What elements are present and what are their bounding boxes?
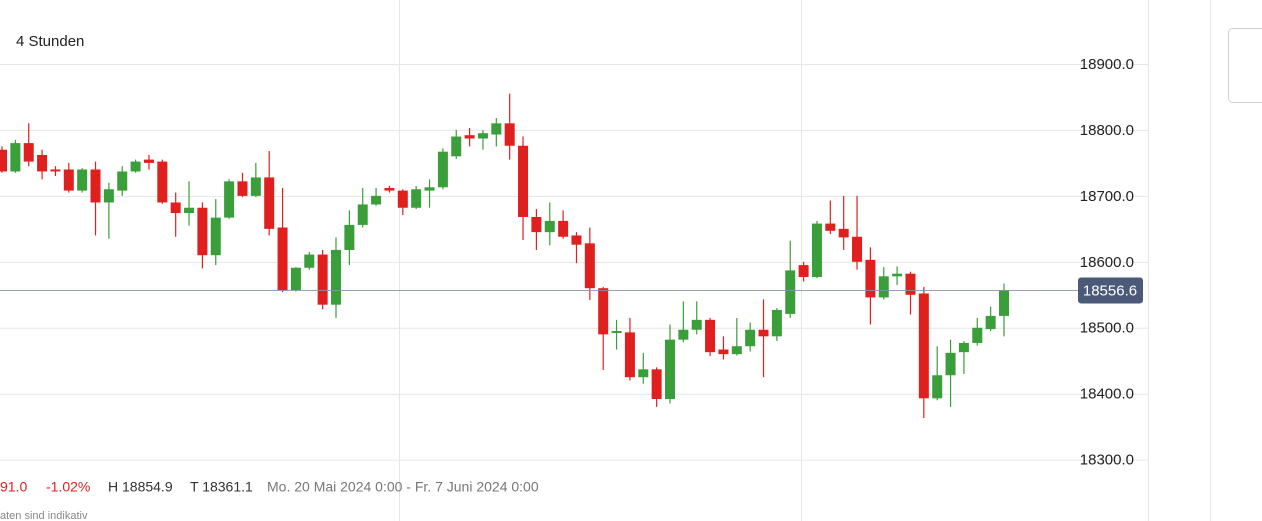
- candle-body: [250, 177, 261, 196]
- candle-body: [491, 123, 502, 135]
- candle-body: [892, 273, 903, 277]
- candle-body: [798, 265, 809, 277]
- candle-body: [624, 332, 635, 378]
- candle-body: [477, 133, 488, 139]
- candle-body: [518, 145, 529, 217]
- candle-body: [531, 216, 542, 233]
- candle-body: [371, 195, 382, 205]
- candle-body: [237, 181, 248, 196]
- candle-body: [571, 235, 582, 245]
- y-tick-label: 18900.0: [1080, 56, 1134, 73]
- candle-body: [958, 342, 969, 353]
- candle-body: [143, 159, 154, 163]
- candle-body: [878, 276, 889, 298]
- candle-body: [598, 288, 609, 335]
- candle-body: [905, 273, 916, 295]
- candle-body: [745, 329, 756, 347]
- candle-body: [357, 204, 368, 225]
- candle-body: [210, 217, 221, 256]
- candle-body: [130, 161, 141, 172]
- candle-body: [397, 190, 408, 208]
- candle-body: [718, 349, 729, 355]
- candle-body: [37, 154, 48, 172]
- period-low: T 18361.1: [190, 479, 253, 495]
- disclaimer: aten sind indikativ: [0, 510, 88, 521]
- candle-body: [825, 223, 836, 231]
- candle-body: [224, 181, 235, 218]
- candle-body: [170, 202, 181, 214]
- candle-body: [838, 228, 849, 238]
- y-tick-label: 18300.0: [1080, 452, 1134, 469]
- side-button[interactable]: [1228, 28, 1262, 103]
- date-range: Mo. 20 Mai 2024 0:00 - Fr. 7 Juni 2024 0…: [267, 479, 539, 495]
- candle-body: [665, 339, 675, 399]
- candle-body: [705, 319, 716, 353]
- candle-body: [77, 169, 88, 191]
- candle-body: [411, 189, 422, 208]
- candle-body: [678, 329, 689, 340]
- y-tick-label: 18700.0: [1080, 188, 1134, 205]
- candle-body: [691, 319, 702, 330]
- candle-body: [638, 369, 649, 378]
- y-tick-label: 18600.0: [1080, 254, 1134, 271]
- candle-body: [103, 189, 114, 203]
- period-high: H 18854.9: [108, 479, 173, 495]
- candle-body: [264, 177, 275, 229]
- candle-body: [464, 135, 475, 139]
- candle-body: [384, 187, 395, 191]
- candle-body: [852, 236, 863, 262]
- candle-body: [63, 169, 74, 191]
- candle-body: [157, 161, 168, 203]
- y-tick-label: 18800.0: [1080, 122, 1134, 139]
- candle-body: [999, 290, 1009, 316]
- candle-body: [918, 293, 929, 399]
- candle-body: [611, 331, 622, 334]
- candle-body: [50, 169, 61, 172]
- candle-body: [544, 220, 555, 233]
- candle-body: [932, 375, 943, 399]
- candle-body: [945, 352, 956, 376]
- candle-body: [865, 259, 876, 298]
- last-price-badge: [1078, 277, 1143, 304]
- candle-body: [758, 329, 769, 337]
- candle-body: [117, 171, 128, 191]
- candle-body: [811, 223, 822, 277]
- candle-body: [344, 224, 355, 250]
- change: 91.0: [0, 479, 27, 495]
- candle-body: [277, 227, 288, 291]
- candle-body: [558, 220, 569, 237]
- y-tick-label: 18400.0: [1080, 386, 1134, 403]
- candle-body: [651, 369, 662, 399]
- candle-body: [731, 346, 742, 355]
- candle-body: [331, 249, 341, 305]
- chart-title: 4 Stunden: [16, 33, 84, 50]
- candle-body: [317, 254, 328, 305]
- candle-body: [184, 207, 195, 214]
- candle-body: [0, 149, 7, 172]
- candle-body: [290, 267, 301, 291]
- candle-body: [197, 207, 208, 256]
- change-pct: -1.02%: [46, 479, 90, 495]
- y-tick-label: 18500.0: [1080, 320, 1134, 337]
- candle-body: [451, 136, 462, 157]
- candle-body: [424, 187, 435, 191]
- candle-body: [10, 143, 21, 172]
- candle-body: [771, 309, 782, 337]
- candle-body: [304, 254, 315, 268]
- candle-body: [504, 123, 515, 146]
- candle-body: [90, 169, 101, 203]
- candle-body: [437, 151, 448, 188]
- candle-body: [785, 270, 796, 314]
- candle-body: [972, 327, 983, 343]
- candle-body: [23, 143, 34, 162]
- last-price-label: 18556.6: [1083, 282, 1137, 299]
- candle-body: [584, 243, 595, 289]
- candle-body: [985, 315, 996, 330]
